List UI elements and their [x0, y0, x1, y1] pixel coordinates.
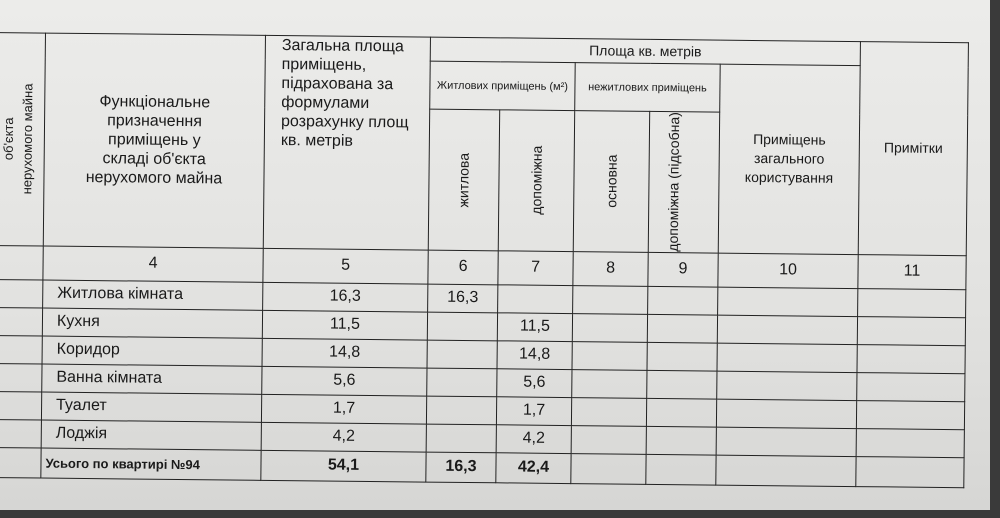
room-total: 11,5 [262, 309, 428, 340]
room-living: 16,3 [427, 283, 498, 313]
room-aux [497, 284, 573, 314]
column-number: 11 [857, 254, 967, 290]
header-main: основна [573, 110, 650, 252]
room-aux: 14,8 [497, 340, 573, 370]
column-number: 7 [497, 250, 574, 286]
header-object: об'єкта нерухомого майна [0, 32, 46, 246]
total-aux: 42,4 [495, 452, 572, 484]
room-total: 4,2 [261, 421, 427, 452]
room-name: Кухня [42, 307, 263, 338]
room-living [427, 311, 498, 341]
header-object-text: нерухомого майна [19, 83, 36, 195]
column-number: 10 [717, 252, 859, 289]
room-aux: 5,6 [496, 368, 573, 398]
room-living [426, 367, 498, 397]
room-living [426, 395, 497, 425]
room-name: Житлова кімната [42, 279, 263, 310]
column-number: 4 [42, 245, 264, 282]
header-living-group: Житлових приміщень (м²) [429, 61, 576, 111]
header-total-area: Загальна площа приміщень, підрахована за… [263, 35, 431, 250]
room-name: Ванна кімната [41, 363, 263, 394]
room-living [426, 423, 497, 453]
room-total: 1,7 [261, 393, 427, 424]
column-number: 6 [427, 249, 499, 285]
room-aux: 4,2 [496, 424, 572, 454]
column-number: 9 [647, 251, 719, 287]
header-function: Функціональне призначення приміщень у ск… [43, 33, 266, 248]
header-utility: допоміжна (підсобна) [648, 111, 720, 253]
total-living: 16,3 [425, 451, 497, 483]
room-total: 14,8 [262, 337, 428, 368]
header-common-use: Приміщень загального користування [718, 64, 861, 255]
total-label: Усього по квартирі №94 [40, 447, 262, 480]
room-name: Лоджія [41, 419, 262, 450]
room-aux: 1,7 [496, 396, 572, 426]
area-table: об'єкта нерухомого майна Функціональне пр… [0, 32, 969, 488]
room-living [427, 339, 498, 369]
header-living: житлова [428, 109, 500, 251]
room-total: 16,3 [262, 281, 428, 312]
header-object-partial: об'єкта [0, 117, 17, 161]
column-number: 8 [572, 251, 649, 286]
header-nonliving-group: нежитлових приміщень [574, 62, 721, 113]
room-name: Туалет [41, 391, 262, 422]
column-number: 5 [262, 247, 429, 284]
room-aux: 11,5 [497, 312, 573, 342]
total-area: 54,1 [260, 449, 427, 482]
header-notes: Примітки [858, 41, 969, 256]
header-aux: допоміжна [498, 109, 575, 252]
room-total: 5,6 [261, 365, 428, 396]
room-name: Коридор [42, 335, 263, 366]
document-page: об'єкта нерухомого майна Функціональне пр… [0, 0, 990, 510]
